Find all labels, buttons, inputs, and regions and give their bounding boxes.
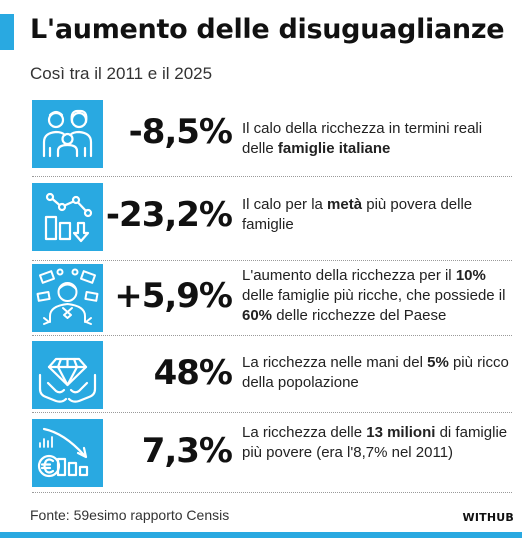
stat-row: 48% La ricchezza nelle mani del 5% più r… — [0, 341, 522, 409]
description-text: L'aumento della ricchezza per il — [242, 267, 456, 284]
stat-value: -23,2% — [105, 195, 233, 235]
divider — [32, 412, 512, 413]
stat-description: L'aumento della ricchezza per il 10% del… — [242, 266, 512, 326]
stat-description: La ricchezza nelle mani del 5% più ricco… — [242, 353, 512, 393]
description-text: più povera delle famiglie — [242, 196, 473, 233]
stat-row: -8,5% Il calo della ricchezza in termini… — [0, 100, 522, 168]
description-text: più ricco della popolazione — [242, 354, 509, 391]
description-text: delle famiglie più ricche, che possiede … — [242, 287, 506, 304]
description-text: La ricchezza delle — [242, 424, 367, 441]
family-icon — [32, 100, 103, 168]
divider — [32, 335, 512, 336]
description-text: delle ricchezze del Paese — [272, 307, 447, 324]
stat-description: Il calo per la metà più povera delle fam… — [242, 195, 512, 235]
stat-value: 48% — [153, 353, 233, 393]
stat-row: 7,3% La ricchezza delle 13 milioni di fa… — [0, 419, 522, 487]
description-highlight: 60% — [242, 307, 273, 324]
stat-value: +5,9% — [114, 276, 233, 316]
diamond-hands-icon — [32, 341, 103, 409]
brand-logo: WITHUB — [462, 511, 514, 524]
description-text: di famiglie più povere (era l'8,7% nel 2… — [242, 424, 508, 461]
description-highlight: 5% — [427, 354, 449, 371]
stat-description: Il calo della ricchezza in termini reali… — [242, 119, 512, 159]
rich-person-money-icon — [32, 264, 103, 332]
page-title: L'aumento delle disuguaglianze — [30, 14, 505, 45]
stat-row: +5,9% L'aumento della ricchezza per il 1… — [0, 264, 522, 332]
description-text: Il calo per la — [242, 196, 328, 213]
stat-row: -23,2% Il calo per la metà più povera de… — [0, 183, 522, 251]
page-subtitle: Così tra il 2011 e il 2025 — [30, 64, 213, 83]
divider — [32, 260, 512, 261]
description-highlight: metà — [327, 196, 363, 213]
divider — [32, 176, 512, 177]
bottom-accent-bar — [0, 532, 522, 538]
stat-value: -8,5% — [128, 112, 233, 152]
description-highlight: famiglie italiane — [277, 140, 391, 157]
euro-decline-icon — [32, 419, 103, 487]
stat-description: La ricchezza delle 13 milioni di famigli… — [242, 423, 512, 463]
title-accent-bar — [0, 14, 14, 50]
stat-value: 7,3% — [141, 431, 233, 471]
divider — [32, 492, 512, 493]
description-highlight: 13 milioni — [366, 424, 436, 441]
description-highlight: 10% — [455, 267, 486, 284]
source-note: Fonte: 59esimo rapporto Censis — [30, 507, 230, 523]
description-text: Il calo della ricchezza in termini reali… — [242, 120, 483, 157]
description-text: La ricchezza nelle mani del — [242, 354, 428, 371]
decline-chart-icon — [32, 183, 103, 251]
